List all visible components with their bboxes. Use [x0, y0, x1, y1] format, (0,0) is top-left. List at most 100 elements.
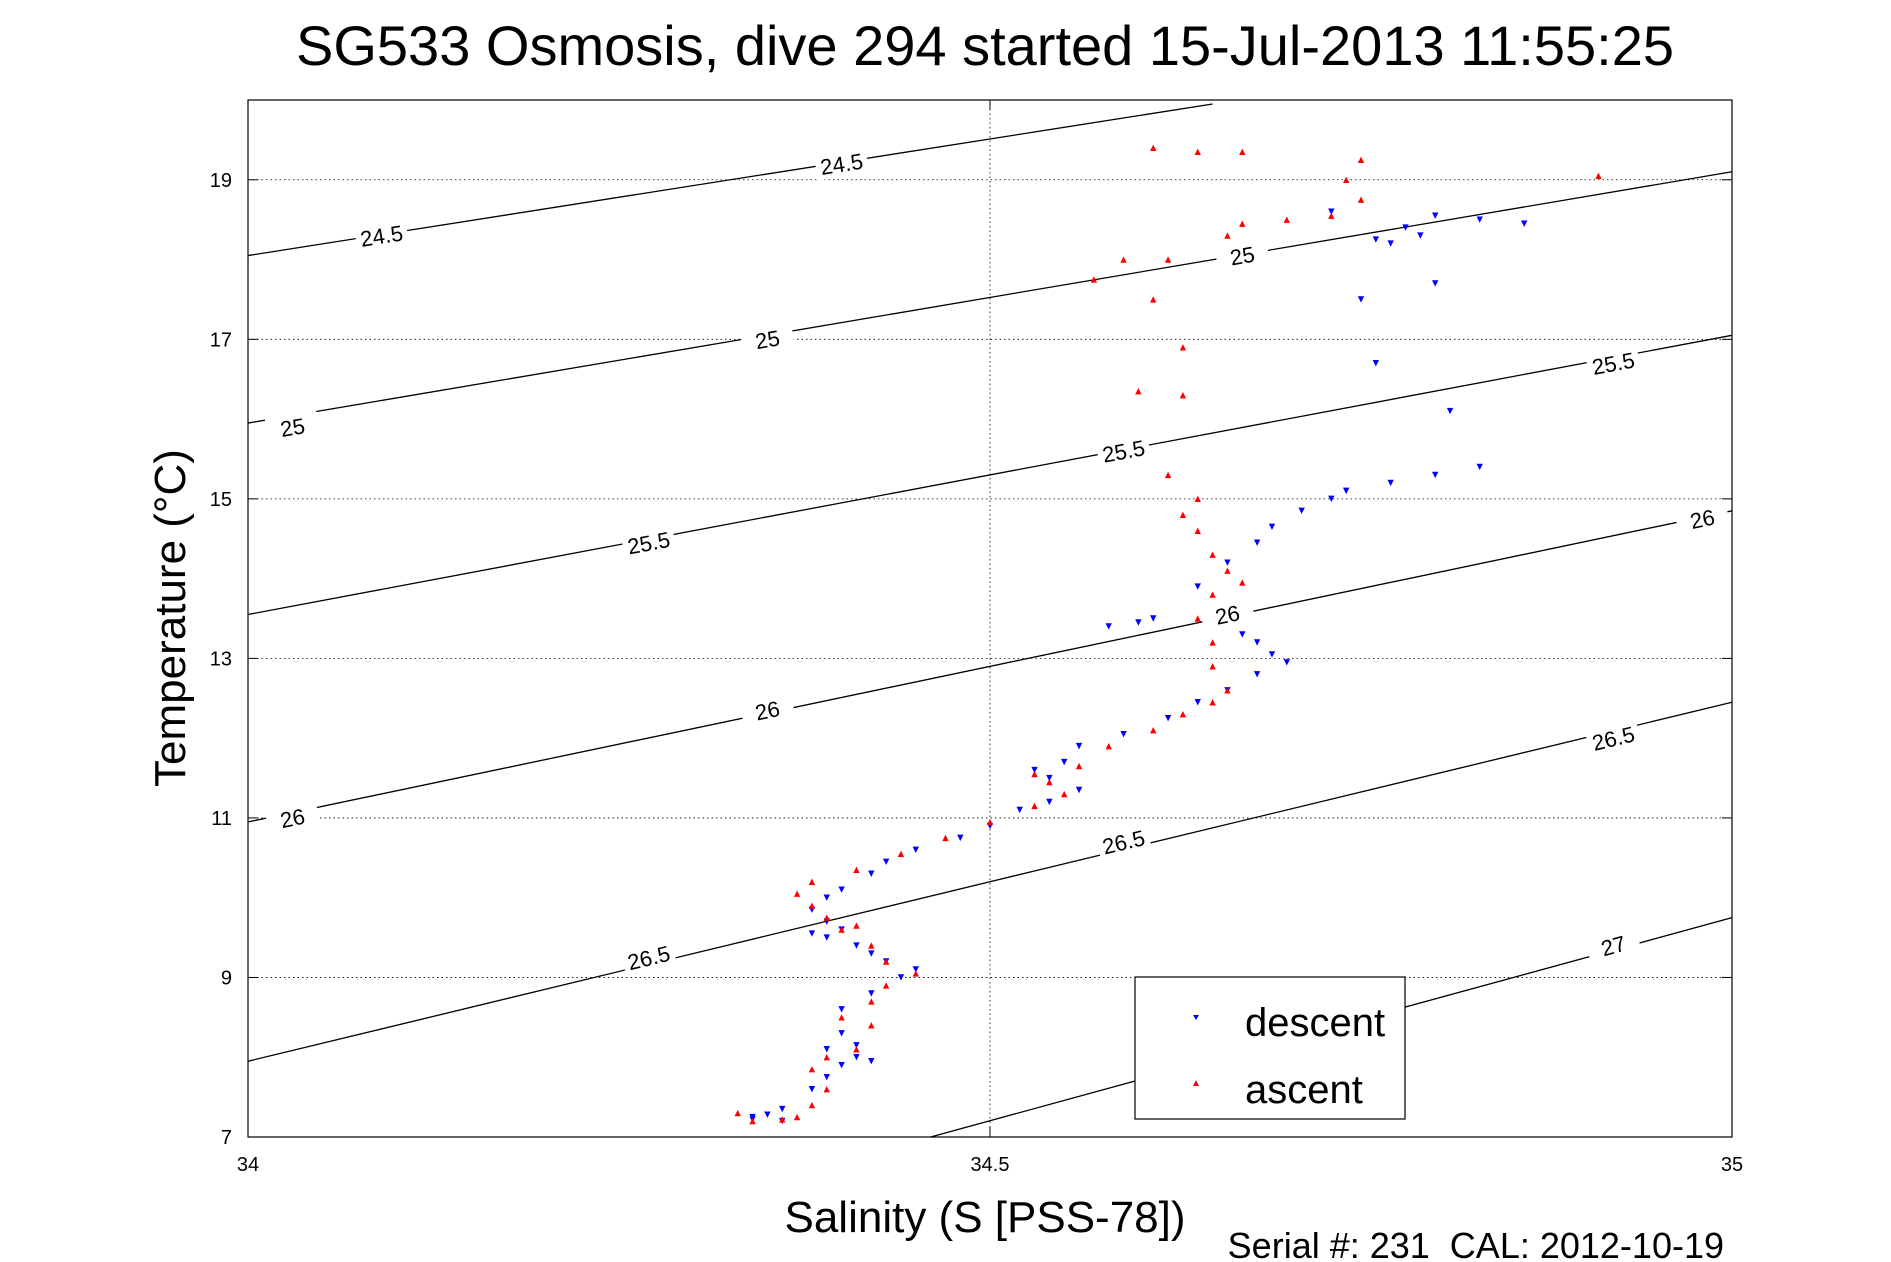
contour-label-bg — [1199, 596, 1256, 633]
descent-point — [1194, 699, 1201, 706]
descent-point — [1298, 507, 1305, 515]
descent-point — [1268, 523, 1276, 530]
ascent-point — [1031, 770, 1038, 778]
contour-label-bg — [353, 218, 410, 253]
descent-point — [1328, 495, 1335, 503]
contour-label: 26 — [278, 804, 307, 833]
ascent-point — [1239, 579, 1246, 586]
ascent-point — [1209, 591, 1216, 598]
descent-point — [1016, 806, 1023, 814]
ascent-point — [1239, 148, 1246, 156]
descent-point — [882, 858, 890, 865]
ascent-point — [1135, 387, 1142, 395]
descent-point — [868, 990, 875, 997]
legend-box — [1134, 976, 1406, 1120]
descent-point — [1357, 296, 1365, 303]
ascent-point — [853, 866, 860, 873]
descent-point — [1521, 220, 1528, 227]
contour-label-bg — [264, 409, 321, 445]
ascent-point — [868, 942, 875, 949]
descent-point — [1268, 651, 1276, 658]
legend-descent-marker — [1193, 1015, 1199, 1020]
y-tick-label: 15 — [210, 489, 232, 511]
descent-point — [1432, 280, 1439, 287]
axis-ticks: 34 34.5 35 7 9 11 13 15 17 19 — [210, 100, 1743, 1176]
ascent-point — [1150, 144, 1157, 152]
ascent-point — [779, 1116, 786, 1123]
ascent-point — [1090, 276, 1098, 283]
ascent-point — [1194, 495, 1201, 503]
x-tick-label: 34 — [237, 1154, 259, 1176]
contour-line — [247, 510, 1733, 823]
ascent-point — [1209, 699, 1216, 706]
descent-point — [779, 1105, 786, 1113]
ascent-point — [882, 982, 890, 989]
x-axis-label: Salinity (S [PSS-78]) — [784, 1193, 1185, 1242]
ascent-point — [1164, 256, 1172, 263]
descent-point — [1164, 715, 1172, 722]
descent-point — [912, 846, 919, 854]
descent-point — [1476, 463, 1483, 471]
descent-point — [1135, 619, 1142, 626]
descent-point — [1417, 232, 1424, 239]
contour-label-bg — [620, 938, 678, 977]
ascent-point — [1194, 148, 1201, 156]
ascent-point — [1179, 711, 1187, 718]
contour-label-bg — [1674, 500, 1731, 537]
descent-point — [868, 1058, 875, 1065]
descent-point — [1253, 639, 1261, 646]
ascent-series — [734, 144, 1602, 1125]
descent-point — [1372, 236, 1380, 243]
ascent-point — [1179, 391, 1187, 399]
contour-line — [247, 334, 1733, 616]
contour-label: 26 — [1213, 600, 1242, 629]
ascent-point — [942, 834, 949, 842]
descent-point — [838, 886, 845, 893]
contour-label-bg — [620, 525, 677, 561]
descent-point — [1046, 774, 1053, 782]
contour-line — [247, 171, 1733, 424]
y-tick-label: 7 — [221, 1127, 232, 1149]
ascent-point — [793, 1113, 801, 1121]
ascent-point — [1209, 551, 1216, 558]
ascent-point — [749, 1117, 756, 1125]
descent-point — [853, 1054, 860, 1061]
chart-title: SG533 Osmosis, dive 294 started 15-Jul-2… — [296, 14, 1674, 77]
ascent-point — [823, 914, 830, 921]
descent-point — [808, 930, 816, 937]
descent-point — [1105, 623, 1112, 630]
ascent-point — [1224, 567, 1231, 574]
descent-point — [1150, 615, 1157, 622]
x-tick-label: 34.5 — [971, 1154, 1010, 1176]
contour-label-bg — [264, 799, 321, 836]
descent-point — [1476, 216, 1483, 223]
descent-point — [1239, 631, 1246, 638]
ascent-point — [1209, 639, 1216, 646]
descent-point — [1342, 487, 1350, 495]
ascent-point — [1179, 344, 1187, 351]
legend-ascent-label: ascent — [1245, 1068, 1363, 1112]
density-contours: 24.524.525252525.525.525.52626262626.526… — [247, 103, 1733, 1138]
x-tick-label: 35 — [1721, 1154, 1743, 1176]
y-tick-label: 13 — [210, 648, 232, 670]
ascent-point — [823, 1085, 830, 1093]
contour-label-bg — [1584, 926, 1642, 965]
ascent-point — [1224, 232, 1231, 239]
ascent-point — [808, 1065, 816, 1073]
contour-line — [247, 701, 1733, 1062]
contour-label: 25 — [278, 413, 306, 442]
contour-label-bg — [1585, 345, 1642, 381]
contour-label-bg — [813, 146, 870, 181]
descent-point — [1253, 671, 1261, 678]
descent-series — [749, 208, 1528, 1125]
y-tick-label: 11 — [211, 808, 232, 830]
ascent-point — [1209, 663, 1216, 670]
descent-point — [1387, 479, 1394, 487]
ascent-point — [1150, 726, 1157, 734]
descent-point — [957, 834, 964, 842]
ascent-point — [868, 998, 875, 1005]
ascent-point — [1224, 687, 1231, 694]
ascent-point — [912, 970, 919, 977]
y-tick-label: 17 — [210, 329, 232, 351]
grid-lines — [248, 100, 1732, 1137]
